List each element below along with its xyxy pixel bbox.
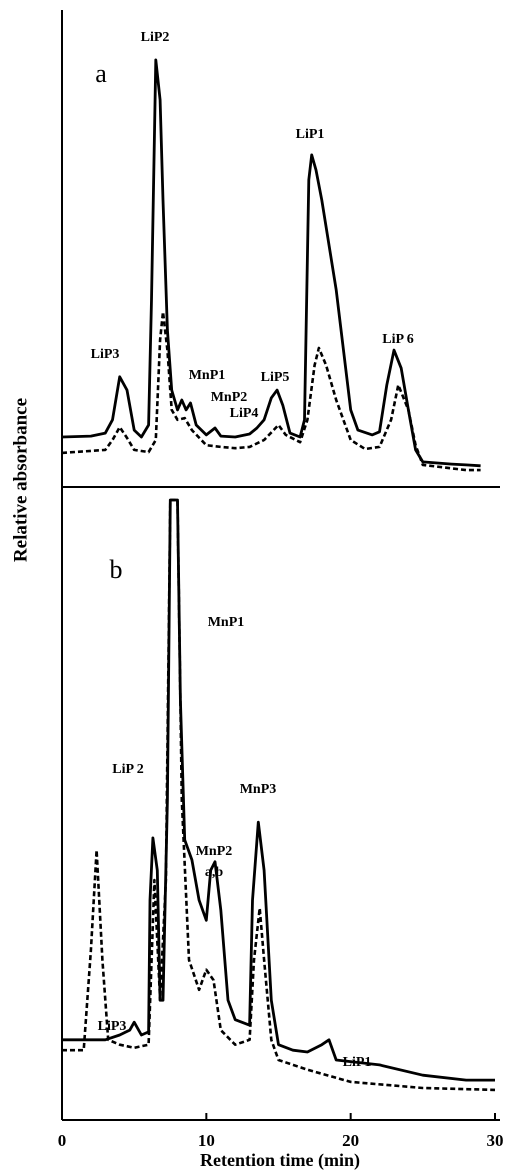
peak-label: MnP2 xyxy=(211,390,248,405)
x-axis-label: Retention time (min) xyxy=(200,1150,360,1171)
y-axis-label: Relative absorbance xyxy=(10,398,31,562)
panel-label: b xyxy=(110,555,123,584)
trace xyxy=(61,58,481,468)
x-tick-label: 10 xyxy=(198,1131,215,1150)
peak-label: LiP4 xyxy=(230,406,259,421)
peak-label: LiP1 xyxy=(296,127,325,142)
peak-label: LiP5 xyxy=(261,370,290,385)
peak-label: LiP 2 xyxy=(112,762,144,777)
peak-label: MnP1 xyxy=(189,368,226,383)
x-tick-label: 0 xyxy=(58,1131,67,1150)
trace xyxy=(62,498,495,1082)
x-tick-label: 20 xyxy=(342,1131,359,1150)
peak-label: LiP1 xyxy=(343,1055,372,1070)
x-tick-label: 30 xyxy=(487,1131,504,1150)
peak-label: MnP2 xyxy=(196,844,233,859)
peak-label: LiP2 xyxy=(141,30,170,45)
peak-label: a,b xyxy=(205,865,224,880)
peak-label: MnP3 xyxy=(240,782,277,797)
panel-label: a xyxy=(95,59,107,88)
peak-label: LiP3 xyxy=(98,1019,127,1034)
peak-label: MnP1 xyxy=(208,615,245,630)
peak-label: LiP3 xyxy=(91,347,120,362)
peak-label: LiP 6 xyxy=(382,332,414,347)
trace xyxy=(61,310,481,472)
trace xyxy=(62,498,496,1092)
